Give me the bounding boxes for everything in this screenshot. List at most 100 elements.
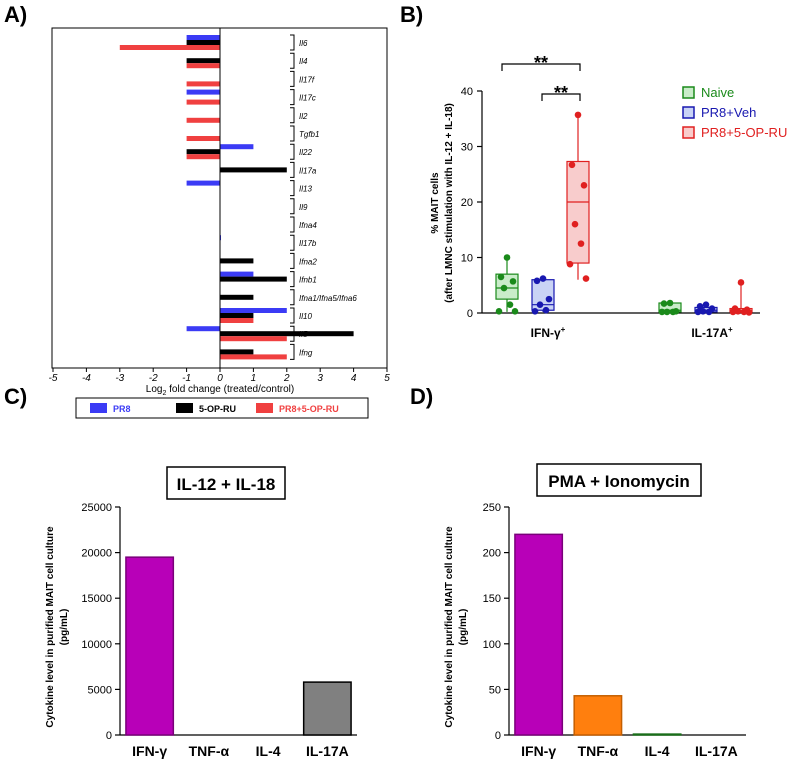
panel-a-label: A) <box>4 2 27 27</box>
legend-swatch-pr8 <box>90 403 107 413</box>
point-naive-g0-1 <box>497 273 505 281</box>
legend-swatch-pr8-5-op-ru-b <box>682 126 695 139</box>
gene-bracket-tgfb1 <box>290 125 295 142</box>
bar-ifng-pr8-5-op-ru <box>220 354 287 360</box>
gene-label-il17c: Il17c <box>299 94 316 103</box>
panel-c-label: C) <box>4 384 27 409</box>
point-naive-g0-3 <box>500 284 508 292</box>
gene-label-il6: Il6 <box>299 39 308 48</box>
sig-bracket-2 <box>541 93 581 101</box>
bar-il5-pr8 <box>186 326 220 332</box>
panel-a-chart: -5 -4 -3 -2 -1 0 1 2 3 4 5 Il6 Il4 Il17f Il17c Il2 Tgfb… <box>49 27 390 419</box>
gene-label-tgfb1: Tgfb1 <box>299 130 319 139</box>
bar-ifng-5-op-ru <box>220 349 254 355</box>
gene-bracket-il17f <box>290 70 295 87</box>
point-naive-g0-0 <box>503 254 511 261</box>
point-naive-g1-1 <box>660 300 668 307</box>
panel-b-group-il17a: IL-17A+ <box>691 325 733 340</box>
bar-il22-5-op-ru <box>186 149 220 155</box>
panel-d-ytick-0: 0 <box>495 730 501 742</box>
sig-bracket-1 <box>501 63 581 71</box>
point-pr8-5-op-ru-g0-1 <box>568 161 576 169</box>
bar-il17f-pr8-5-op-ru <box>186 81 220 87</box>
point-pr8-5-op-ru-g0-6 <box>582 275 590 282</box>
panel-d-ytick-50: 50 <box>489 684 501 696</box>
panel-b-ylabel-1: % MAIT cells <box>430 172 441 234</box>
legend-label-pr8-5-op-ru: PR8+5-OP-RU <box>279 404 339 414</box>
panel-d-title-box <box>536 463 702 497</box>
point-pr8-5-op-ru-g0-5 <box>566 260 574 268</box>
bar-il6-pr8 <box>186 35 220 40</box>
point-pr8-veh-g1-5 <box>694 308 702 316</box>
legend-swatch-5-op-ru <box>176 403 193 413</box>
point-pr8-veh-g0-4 <box>542 306 550 314</box>
panel-c-bar-il-17a <box>302 681 352 736</box>
point-pr8-5-op-ru-g0-4 <box>577 240 585 247</box>
gene-label-il10: Il10 <box>299 312 312 321</box>
panel-d-ytick-100: 100 <box>483 639 501 651</box>
gene-bracket-il2 <box>290 107 295 124</box>
panel-d-bar-tnf <box>573 695 623 736</box>
panel-c-title-box <box>166 466 286 500</box>
point-pr8-5-op-ru-g1-6 <box>745 309 753 316</box>
legend-swatch-pr8-5-op-ru <box>256 403 273 413</box>
panel-d-bar-il-4 <box>632 733 682 736</box>
gene-label-ifna4: Ifna4 <box>299 221 317 230</box>
gene-label-il13: Il13 <box>299 185 312 194</box>
bar-il17c-pr8-5-op-ru <box>186 99 220 105</box>
panel-a-xtick-5: 5 <box>384 373 390 384</box>
legend-label-pr8-5-op-ru-b: PR8+5-OP-RU <box>701 125 787 140</box>
panel-b-ylabel-2: (after LMNC stimulation with IL-12 + IL-… <box>444 103 455 303</box>
point-naive-g0-4 <box>506 301 514 308</box>
bar-il22-pr8-5-op-ru <box>186 154 220 160</box>
point-pr8-5-op-ru-g0-3 <box>571 220 579 228</box>
legend-label-naive: Naive <box>701 85 734 100</box>
panel-a-xtick-5: -5 <box>49 373 58 384</box>
legend-swatch-naive <box>682 86 695 99</box>
panel-a-xtick-4: 4 <box>351 373 357 384</box>
gene-bracket-il17c <box>290 89 295 106</box>
panel-d-ylabel-2: (pg/mL) <box>458 609 469 646</box>
bar-il17a-5-op-ru <box>220 167 287 173</box>
point-pr8-veh-g0-0 <box>539 275 547 282</box>
point-pr8-veh-g0-5 <box>531 308 539 315</box>
panel-c-xtick-tnf: TNF-α <box>189 743 230 759</box>
gene-label-ifnb1: Ifnb1 <box>299 276 317 285</box>
bar-il5-5-op-ru <box>220 331 354 337</box>
panel-a-xtick-3: 3 <box>317 373 323 384</box>
bar-il6-pr8-5-op-ru <box>119 45 220 50</box>
panel-c-xtick-il-4: IL-4 <box>256 743 281 759</box>
panel-a-xtick-1: -1 <box>182 373 191 384</box>
panel-d-bar-ifn <box>514 533 564 736</box>
bar-il2-pr8-5-op-ru <box>186 117 220 123</box>
panel-c-xtick-ifn: IFN-γ <box>132 743 167 759</box>
gene-label-il17b: Il17b <box>299 239 317 248</box>
panel-a-legend: PR8 5-OP-RU PR8+5-OP-RU <box>75 397 369 419</box>
panel-b-ytick-0: 0 <box>467 308 473 320</box>
panel-d-label: D) <box>410 384 433 409</box>
panel-b-ytick-30: 30 <box>461 142 473 154</box>
panel-a-xtick-1: 1 <box>251 373 257 384</box>
gene-bracket-il17a <box>290 161 295 178</box>
panel-d-ytick-150: 150 <box>483 593 501 605</box>
gene-bracket-il10 <box>290 307 295 324</box>
panel-d-xtick-il-4: IL-4 <box>645 743 670 759</box>
point-pr8-veh-g1-3 <box>699 308 707 315</box>
point-naive-g0-2 <box>509 278 517 285</box>
legend-label-pr8-veh: PR8+Veh <box>701 105 756 120</box>
point-naive-g0-5 <box>495 308 503 315</box>
panel-d-xtick-ifn: IFN-γ <box>521 743 556 759</box>
panel-c-title: IL-12 + IL-18 <box>177 475 276 494</box>
panel-c-ylabel-1: Cytokine level in purified MAIT cell cul… <box>45 526 56 728</box>
panel-a-xtick-2: -2 <box>149 373 158 384</box>
gene-bracket-il4 <box>290 52 295 69</box>
point-pr8-veh-g0-3 <box>536 301 544 308</box>
gene-bracket-il13 <box>290 180 295 197</box>
point-naive-g1-0 <box>666 299 674 307</box>
box-pr8-5-op-ru-g0 <box>566 160 590 264</box>
gene-bracket-il22 <box>290 143 295 160</box>
point-pr8-veh-g1-1 <box>696 303 704 310</box>
point-pr8-5-op-ru-g0-0 <box>574 111 582 119</box>
panel-a-xtick-4: -4 <box>82 373 91 384</box>
panel-d-title: PMA + Ionomycin <box>548 472 690 491</box>
